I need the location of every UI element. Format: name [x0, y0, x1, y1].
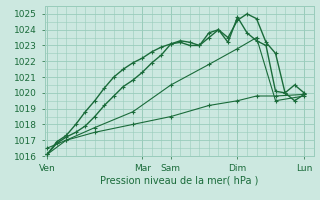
X-axis label: Pression niveau de la mer( hPa ): Pression niveau de la mer( hPa )	[100, 175, 258, 185]
